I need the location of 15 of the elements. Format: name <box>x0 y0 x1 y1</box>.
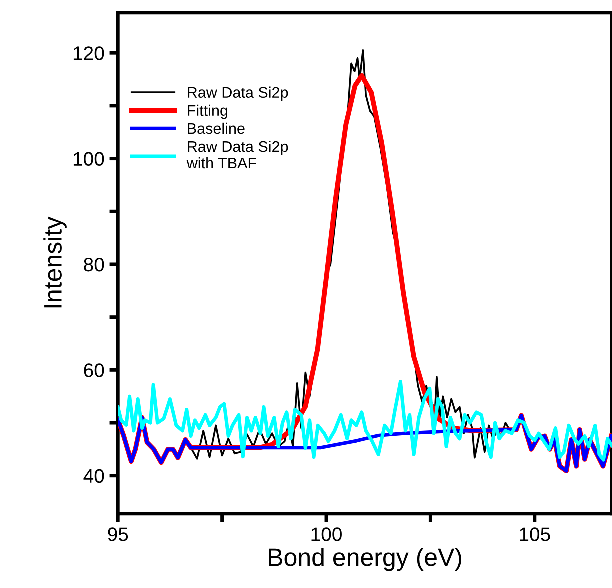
legend-label: Baseline <box>188 122 245 134</box>
y-tick-label: 40 <box>84 469 104 484</box>
line-series <box>118 380 612 462</box>
x-axis-title: Bond energy (eV) <box>269 548 462 572</box>
y-tick-label: 80 <box>84 258 104 272</box>
y-tick-label: 60 <box>84 364 104 378</box>
x-tick-label: 105 <box>520 528 550 542</box>
y-tick-label: 120 <box>74 46 104 60</box>
legend-label: Fitting <box>188 104 228 120</box>
x-tick-label: 100 <box>312 528 342 542</box>
legend-label: Raw Data Si2p with TBAF <box>186 140 288 169</box>
legend-label: Raw Data Si2p <box>188 86 288 102</box>
y-axis-title: Intensity <box>44 216 67 308</box>
y-tick-label: 100 <box>74 152 104 166</box>
x-tick-label: 95 <box>108 528 128 542</box>
